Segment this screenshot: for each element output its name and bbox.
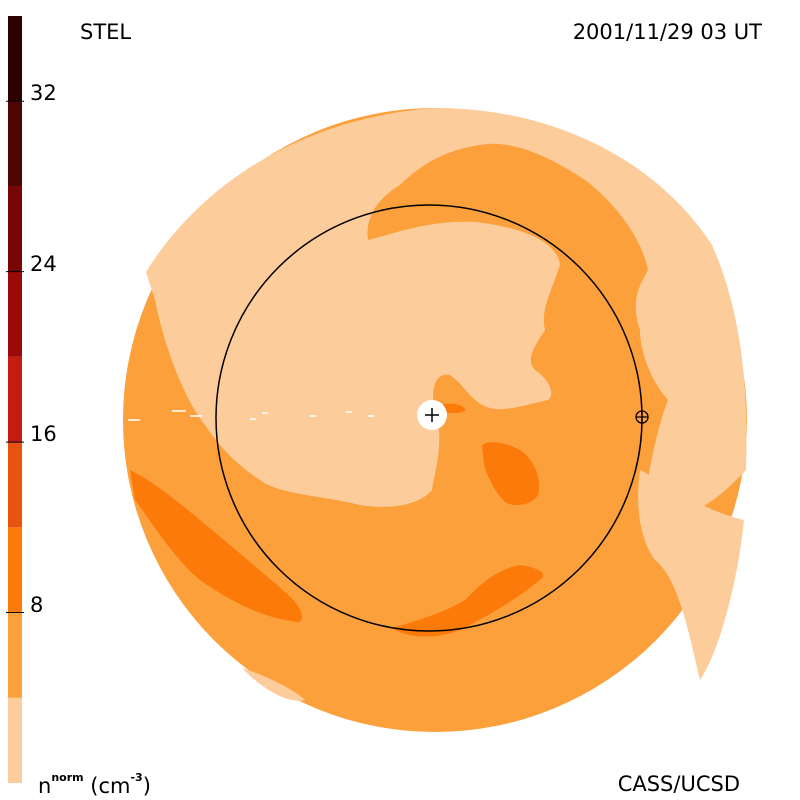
- colorbar-band: [8, 442, 22, 528]
- data-gap-marks: [128, 410, 374, 421]
- colorbar-tick-label: 16: [30, 422, 57, 447]
- timestamp-label: 2001/11/29 03 UT: [572, 20, 762, 44]
- colorbar-band: [8, 697, 22, 783]
- colorbar: [6, 16, 24, 783]
- high-density-regions: [130, 403, 544, 637]
- colorbar-band: [8, 271, 22, 357]
- colorbar-tick-label: 8: [30, 592, 44, 617]
- colorbar-band: [8, 101, 22, 187]
- units-rest: (cm: [90, 774, 131, 798]
- units-close: ): [142, 774, 151, 798]
- colorbar-band: [8, 186, 22, 272]
- sun-marker: [417, 400, 447, 430]
- units-base: n: [38, 774, 52, 798]
- colorbar-band: [8, 16, 22, 102]
- units-label: nnorm (cm-3): [38, 772, 151, 797]
- colorbar-tick-label: 24: [30, 251, 57, 276]
- colorbar-tick-label: 32: [30, 81, 57, 106]
- units-superscript: norm: [51, 771, 84, 784]
- observatory-label: STEL: [80, 20, 132, 44]
- earth-icon: [635, 410, 649, 424]
- colorbar-band: [8, 527, 22, 613]
- colorbar-band: [8, 356, 22, 443]
- credit-label: CASS/UCSD: [617, 772, 740, 796]
- units-exponent: -3: [130, 771, 143, 784]
- low-density-regions: [146, 108, 747, 701]
- colorbar-band: [8, 612, 22, 698]
